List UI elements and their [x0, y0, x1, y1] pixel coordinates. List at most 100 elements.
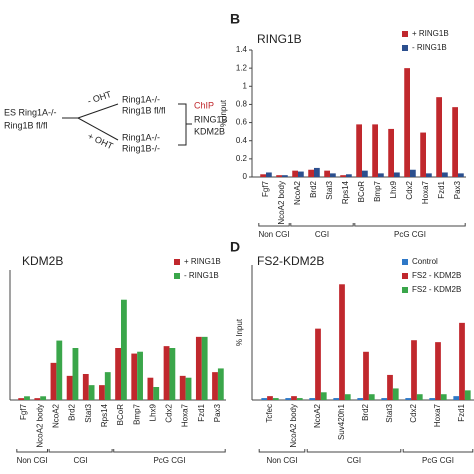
bar	[394, 172, 400, 177]
bar	[34, 398, 41, 400]
bar	[388, 128, 394, 177]
bracket	[178, 103, 192, 146]
x-tick-label: Bmp7	[132, 403, 141, 424]
x-tick-label: Pax3	[213, 403, 222, 422]
legend-label: - RING1B	[412, 43, 447, 52]
x-tick-label: BCoR	[116, 404, 125, 426]
legend-swatch	[402, 273, 408, 279]
diagram-text: Ring1A-/-	[122, 94, 160, 104]
bar	[72, 348, 79, 400]
panel-label: B	[230, 11, 240, 27]
bar	[392, 388, 399, 400]
arrow	[77, 117, 119, 141]
bar	[267, 396, 273, 400]
legend-label: FS2 - KDM2B	[412, 285, 461, 294]
group-bracket	[16, 449, 48, 453]
bar	[296, 398, 303, 400]
bar	[56, 340, 63, 400]
bar	[440, 394, 447, 400]
group-label: CGI	[347, 456, 361, 465]
x-tick-label: NcoA2 body	[35, 404, 44, 448]
bar	[104, 372, 111, 400]
x-tick-label: Pax3	[453, 180, 462, 199]
group-bracket	[290, 223, 354, 227]
bar	[340, 175, 346, 177]
bar	[404, 68, 410, 177]
bar	[324, 170, 330, 177]
legend-label: + RING1B	[412, 29, 449, 38]
y-tick-label: 1.4	[236, 45, 248, 54]
bar	[121, 299, 127, 400]
bar	[420, 132, 426, 177]
group-bracket	[258, 223, 290, 227]
bar	[464, 390, 471, 400]
group-bracket	[113, 449, 226, 453]
x-tick-label: Lhx9	[389, 180, 398, 198]
bar	[217, 368, 224, 400]
legend-swatch	[402, 31, 408, 37]
chart-title: KDM2B	[22, 254, 63, 268]
x-tick-label: Brd2	[68, 403, 77, 420]
bar	[429, 398, 436, 400]
x-tick-label: BCoR	[357, 181, 366, 203]
bar	[308, 169, 314, 177]
legend-label: + RING1B	[184, 257, 221, 266]
x-tick-label: Stat3	[385, 403, 394, 422]
diagram-text: KDM2B	[194, 126, 225, 136]
bar	[276, 175, 282, 177]
bar	[163, 346, 170, 400]
bar	[185, 377, 192, 400]
bar	[339, 284, 345, 400]
bar	[18, 398, 25, 400]
panel-label: D	[230, 239, 240, 255]
bar	[282, 175, 288, 177]
bar	[346, 174, 352, 177]
x-tick-label: NcoA2 body	[277, 181, 286, 225]
chart-title: FS2-KDM2B	[257, 254, 324, 268]
bar	[291, 396, 297, 400]
bar	[435, 342, 441, 400]
x-tick-label: Fzd1	[197, 403, 206, 421]
bar	[411, 340, 417, 400]
legend-swatch	[402, 45, 408, 51]
bar	[452, 107, 458, 177]
bar	[292, 170, 298, 177]
y-tick-label: 1	[243, 81, 248, 90]
bar	[195, 336, 202, 400]
legend-swatch	[402, 259, 408, 265]
y-tick-label: 0.4	[236, 136, 248, 145]
x-tick-label: NcoA2	[313, 403, 322, 428]
legend-swatch	[174, 273, 180, 279]
bar	[356, 124, 362, 177]
x-tick-label: Brd2	[309, 180, 318, 197]
bar	[381, 398, 388, 400]
bar	[362, 170, 368, 177]
x-tick-label: Bmp7	[373, 180, 382, 201]
bar	[99, 385, 105, 400]
group-label: PcG CGI	[394, 230, 426, 239]
bar	[261, 398, 268, 400]
bar	[387, 374, 393, 400]
bar	[24, 396, 30, 400]
x-tick-label: NcoA2 body	[289, 404, 298, 448]
bar	[50, 362, 57, 400]
x-tick-label: Rps14	[100, 403, 109, 427]
bar	[442, 172, 448, 177]
diagram-text: RING1B	[194, 114, 228, 124]
legend-swatch	[174, 259, 180, 265]
bar	[333, 398, 340, 400]
legend-swatch	[402, 287, 408, 293]
bar	[368, 394, 375, 400]
diagram-text: Ring1B fl/fl	[4, 120, 48, 130]
diagram-text: + OHT	[86, 131, 115, 152]
y-tick-label: 0	[243, 172, 248, 181]
x-tick-label: Stat3	[325, 180, 334, 199]
y-axis-label: % Input	[219, 99, 228, 127]
bar	[436, 97, 442, 177]
group-label: Non CGI	[17, 456, 48, 465]
group-label: CGI	[315, 230, 329, 239]
bar	[66, 375, 73, 400]
bar	[137, 351, 143, 400]
x-tick-label: Fgf7	[19, 403, 28, 420]
y-tick-label: 0.6	[236, 118, 248, 127]
